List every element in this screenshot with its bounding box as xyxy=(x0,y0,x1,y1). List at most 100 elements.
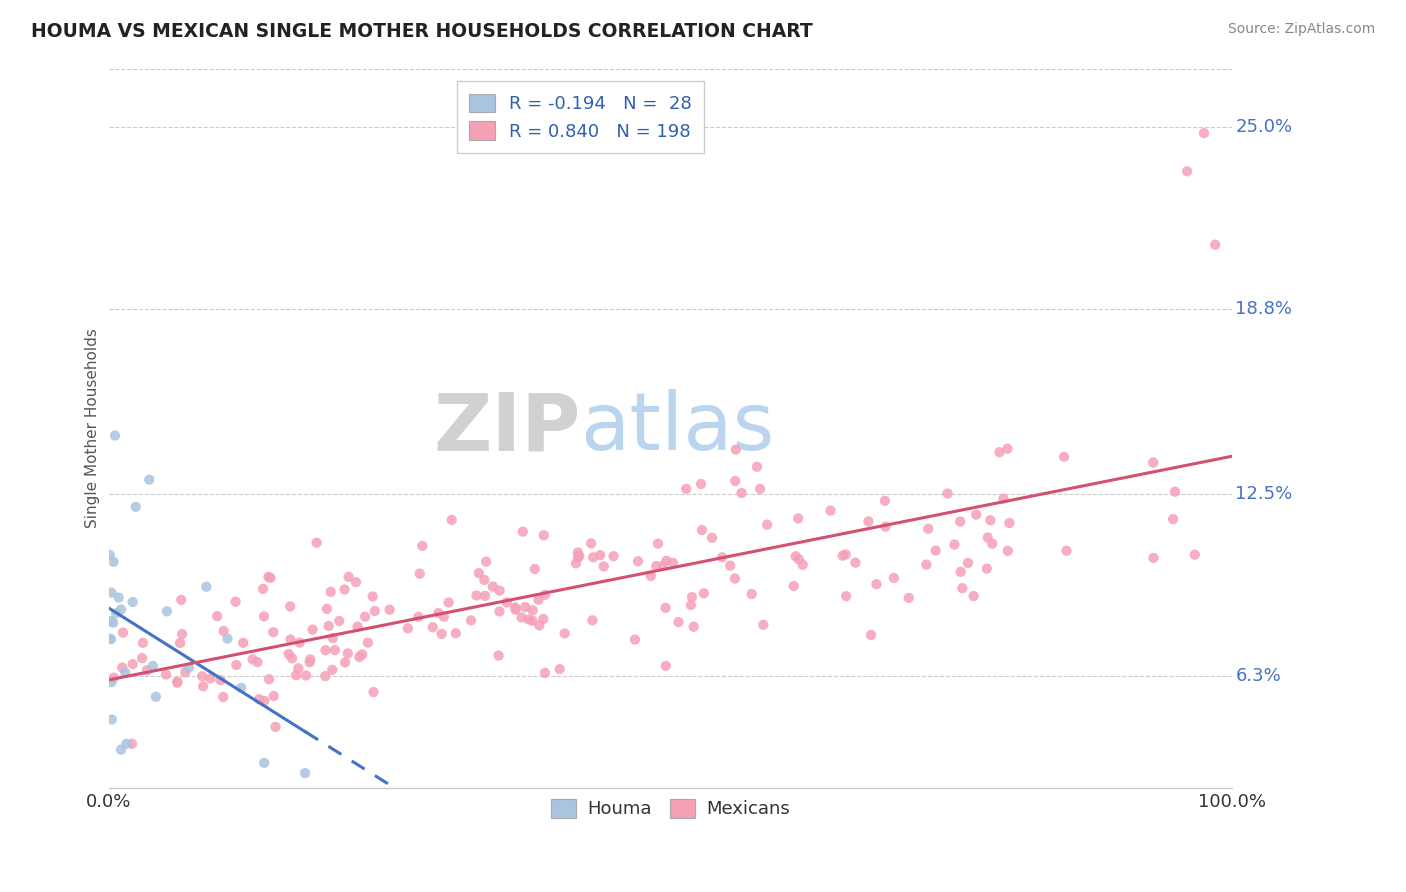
Point xyxy=(105,607,128,621)
Point xyxy=(298,655,321,669)
Point xyxy=(981,537,1004,551)
Point xyxy=(567,550,589,565)
Point xyxy=(328,614,350,628)
Point xyxy=(724,442,747,457)
Point xyxy=(1175,164,1198,178)
Point xyxy=(647,536,669,550)
Point xyxy=(100,632,122,647)
Point xyxy=(950,581,973,595)
Point xyxy=(488,604,510,618)
Point xyxy=(225,595,247,609)
Point xyxy=(231,681,253,695)
Point xyxy=(352,648,374,662)
Legend: Houma, Mexicans: Houma, Mexicans xyxy=(544,792,797,826)
Point xyxy=(131,651,153,665)
Point xyxy=(475,555,498,569)
Point xyxy=(378,603,401,617)
Text: ZIP: ZIP xyxy=(433,389,581,467)
Point xyxy=(318,619,340,633)
Point xyxy=(897,591,920,605)
Point xyxy=(581,613,603,627)
Point xyxy=(322,631,344,645)
Point xyxy=(422,620,444,634)
Point xyxy=(103,615,125,630)
Point xyxy=(997,543,1019,558)
Point xyxy=(979,513,1001,527)
Point xyxy=(103,555,125,569)
Point xyxy=(579,536,602,550)
Point xyxy=(285,668,308,682)
Point xyxy=(166,675,188,690)
Point xyxy=(396,621,419,635)
Point xyxy=(115,737,138,751)
Point xyxy=(883,571,905,585)
Point xyxy=(624,632,647,647)
Point xyxy=(936,486,959,500)
Point xyxy=(259,571,281,585)
Point xyxy=(444,626,467,640)
Point xyxy=(103,671,125,685)
Point xyxy=(682,620,704,634)
Point xyxy=(512,524,534,539)
Point xyxy=(305,535,328,549)
Point xyxy=(138,473,160,487)
Point xyxy=(333,582,356,597)
Point xyxy=(965,508,987,522)
Point xyxy=(693,586,716,600)
Point xyxy=(114,665,136,680)
Point xyxy=(651,558,673,573)
Point xyxy=(998,516,1021,530)
Point xyxy=(246,655,269,669)
Point xyxy=(121,737,143,751)
Point xyxy=(523,562,546,576)
Point xyxy=(724,474,747,488)
Point xyxy=(787,511,810,525)
Text: 25.0%: 25.0% xyxy=(1236,119,1292,136)
Point xyxy=(668,615,690,629)
Text: 6.3%: 6.3% xyxy=(1236,667,1281,685)
Point xyxy=(177,660,200,674)
Point xyxy=(101,713,124,727)
Point xyxy=(690,477,713,491)
Text: atlas: atlas xyxy=(581,389,775,467)
Point xyxy=(263,689,285,703)
Point xyxy=(409,566,432,581)
Point xyxy=(212,690,235,704)
Point xyxy=(100,675,122,690)
Point xyxy=(844,556,866,570)
Point xyxy=(361,590,384,604)
Point xyxy=(745,459,768,474)
Point xyxy=(510,610,533,624)
Point xyxy=(602,549,624,564)
Point xyxy=(1142,456,1164,470)
Point xyxy=(527,592,550,607)
Point xyxy=(253,756,276,770)
Point xyxy=(675,482,697,496)
Point xyxy=(333,656,356,670)
Point xyxy=(433,609,456,624)
Point xyxy=(859,628,882,642)
Point xyxy=(949,515,972,529)
Point xyxy=(257,570,280,584)
Text: Source: ZipAtlas.com: Source: ZipAtlas.com xyxy=(1227,22,1375,37)
Point xyxy=(589,548,612,562)
Point xyxy=(718,558,741,573)
Point xyxy=(783,579,806,593)
Point xyxy=(711,550,734,565)
Point xyxy=(107,591,129,605)
Point xyxy=(700,531,723,545)
Point xyxy=(336,647,359,661)
Point xyxy=(174,665,197,680)
Point xyxy=(488,583,510,598)
Point xyxy=(156,604,179,618)
Point xyxy=(354,609,377,624)
Point xyxy=(191,679,214,693)
Point xyxy=(135,663,157,677)
Point xyxy=(121,657,143,671)
Point xyxy=(212,624,235,638)
Point xyxy=(166,674,188,689)
Point xyxy=(112,625,135,640)
Point xyxy=(295,668,318,682)
Point xyxy=(681,590,703,604)
Point xyxy=(640,569,662,583)
